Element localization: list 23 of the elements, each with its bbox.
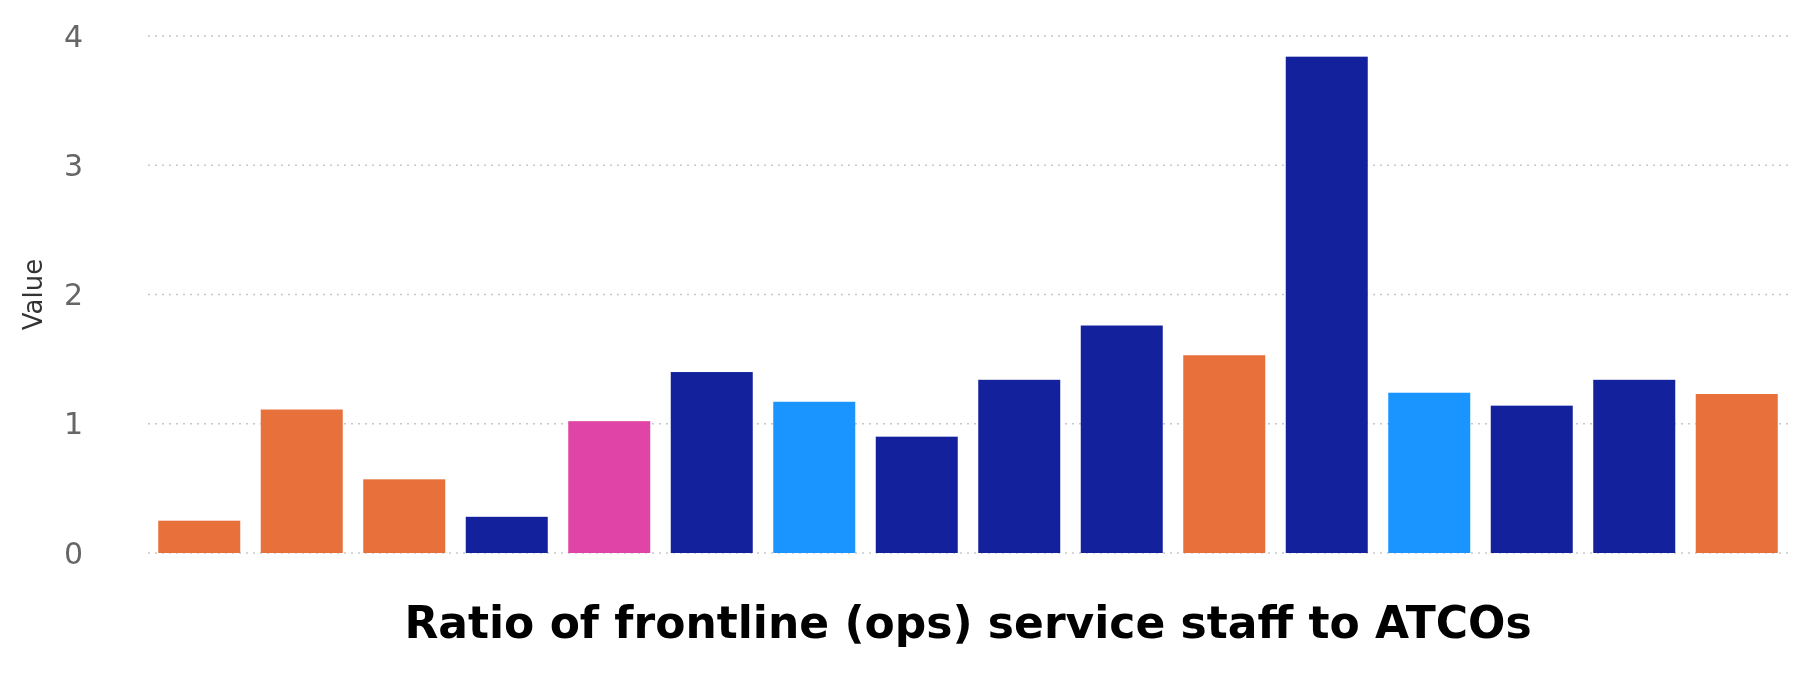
bar [260, 409, 343, 553]
y-tick-label: 1 [63, 406, 83, 442]
bar [158, 520, 241, 553]
bar [875, 436, 958, 553]
bar [1080, 325, 1163, 553]
y-tick-label: 4 [63, 18, 83, 54]
bar [1695, 394, 1778, 553]
bar [363, 479, 446, 553]
y-tick-label: 3 [63, 147, 83, 183]
bar [568, 421, 651, 553]
bar [1490, 405, 1573, 553]
y-tick-label: 2 [63, 277, 83, 312]
y-axis-title: Value [18, 258, 48, 331]
bar [978, 379, 1061, 553]
y-tick-label: 0 [63, 535, 83, 571]
bar [465, 516, 548, 553]
bar [1183, 355, 1266, 553]
text: Ratio of frontline (ops) service staff to ATCOs [404, 597, 1532, 648]
bar [1593, 379, 1676, 553]
bar [1388, 392, 1471, 553]
bar [1285, 56, 1368, 553]
bar [773, 401, 856, 553]
bar [670, 372, 753, 553]
